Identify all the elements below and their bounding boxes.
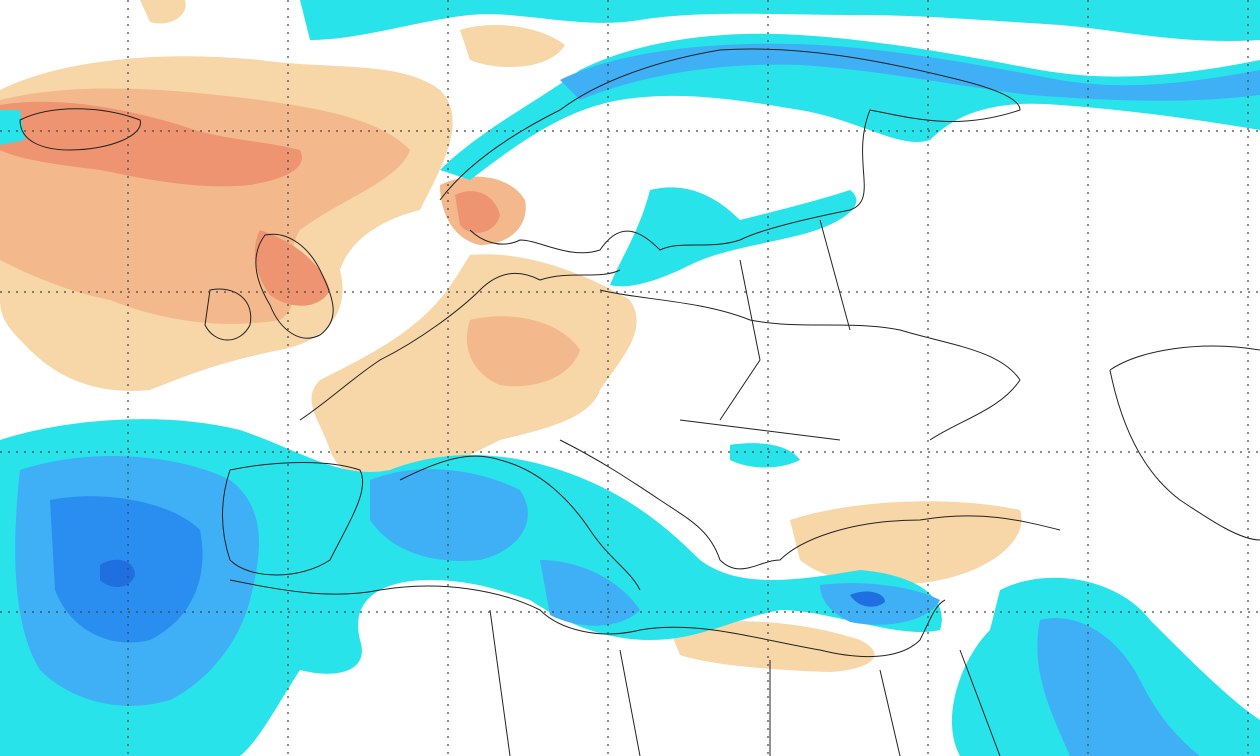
coastline (255, 233, 334, 339)
coastlines (19, 48, 1260, 756)
warm-area (140, 0, 186, 24)
border (679, 219, 851, 441)
cool-area (0, 110, 25, 145)
warm-anomalies (0, 0, 1022, 672)
warm-area (670, 621, 875, 672)
warm-area (455, 191, 500, 233)
coastline (229, 579, 946, 657)
coastline (399, 455, 641, 591)
coastline (204, 288, 252, 341)
cool-area (370, 469, 528, 561)
coastline (299, 269, 621, 421)
coastline (1109, 345, 1260, 541)
coastline (559, 439, 1061, 570)
cool-area (610, 187, 857, 287)
cool-area (1037, 618, 1200, 756)
warm-area (790, 501, 1022, 585)
coastline (19, 108, 141, 151)
coastline (222, 462, 364, 576)
cool-area (560, 43, 1260, 101)
coastline (439, 48, 1021, 254)
cool-area (850, 591, 885, 607)
warm-area (466, 316, 580, 387)
warm-area (460, 25, 565, 68)
border (489, 609, 1001, 756)
cool-area (730, 443, 800, 468)
warm-area (254, 230, 330, 306)
cool-area (540, 560, 640, 626)
cool-area (300, 0, 1260, 42)
warm-area (0, 101, 302, 187)
border (599, 289, 1021, 441)
cool-area (100, 559, 135, 587)
warm-area (311, 254, 637, 484)
